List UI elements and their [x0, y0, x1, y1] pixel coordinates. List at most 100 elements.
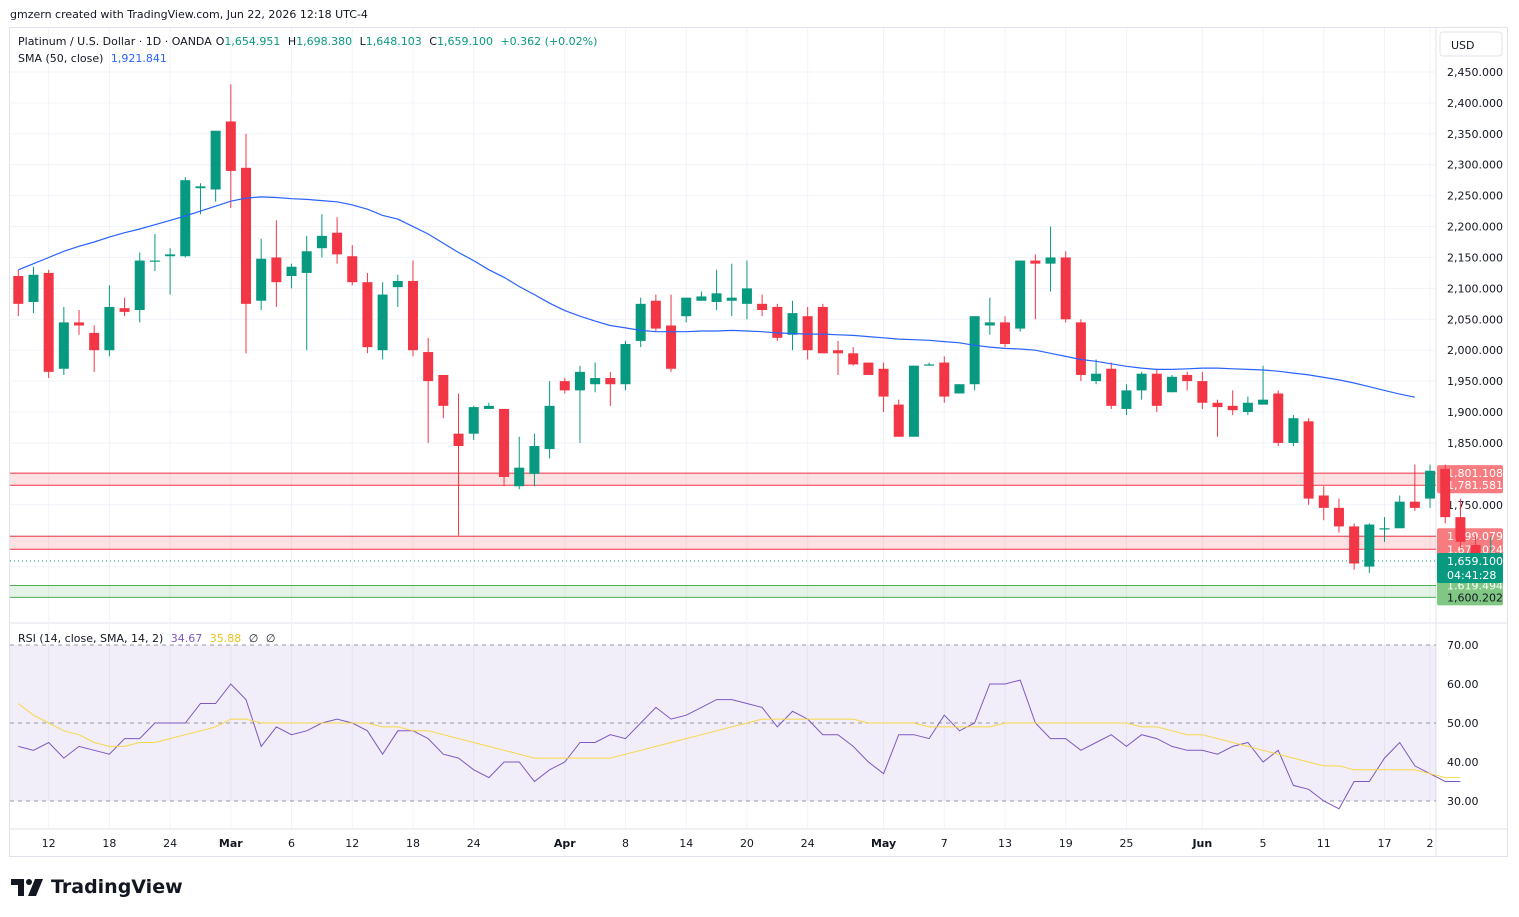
- candle-body: [1030, 260, 1041, 264]
- candle-body: [1060, 257, 1071, 320]
- candle-body: [544, 405, 555, 450]
- candle-body: [43, 272, 54, 372]
- candle: [924, 362, 935, 366]
- rsi-tick-label: 40.00: [1447, 756, 1479, 769]
- time-tick-label: 6: [288, 837, 295, 850]
- candle-body: [559, 381, 570, 391]
- candle: [817, 303, 828, 354]
- candle: [848, 347, 859, 366]
- candle-body: [1318, 495, 1329, 508]
- candle: [43, 269, 54, 379]
- candle: [514, 436, 525, 490]
- sma-line: [18, 196, 1416, 398]
- candle-body: [1258, 399, 1269, 405]
- candle-body: [271, 257, 282, 283]
- brand-name: TradingView: [51, 876, 183, 898]
- zone-support: [10, 585, 1436, 598]
- open-value: 1,654.951: [224, 35, 281, 48]
- candle: [939, 356, 950, 403]
- high-label: H: [287, 35, 297, 48]
- candle-body: [1379, 528, 1390, 530]
- candle-body: [195, 186, 206, 189]
- candle-body: [1409, 501, 1420, 508]
- candle-body: [423, 352, 434, 382]
- candle-body: [1364, 524, 1375, 567]
- price-grid: [10, 71, 1436, 598]
- sma-value: 1,921.841: [110, 52, 167, 65]
- candle: [893, 399, 904, 437]
- candle-body: [149, 260, 160, 262]
- candle-body: [878, 368, 889, 397]
- candle-body: [650, 300, 661, 329]
- candle-body: [453, 433, 464, 447]
- bar-countdown-label: 04:41:28: [1447, 569, 1496, 582]
- sma-legend[interactable]: SMA (50, close) 1,921.841: [18, 52, 171, 65]
- candle-body: [620, 344, 631, 385]
- candle: [1349, 523, 1360, 570]
- candle-body: [863, 362, 874, 375]
- candle-body: [848, 353, 859, 365]
- chart-frame: [9, 27, 1508, 857]
- candle: [1091, 359, 1102, 385]
- time-tick-label: 8: [622, 837, 629, 850]
- candle-body: [787, 313, 798, 335]
- candle: [757, 294, 768, 317]
- candle-body: [514, 467, 525, 487]
- candle-body: [574, 371, 585, 391]
- candle: [1333, 498, 1344, 533]
- candle: [1015, 260, 1026, 332]
- candle: [605, 371, 616, 406]
- price-tick-label: 2,200.000: [1447, 221, 1503, 234]
- tradingview-brand[interactable]: TradingView: [11, 876, 183, 898]
- candle: [1273, 390, 1284, 447]
- candle-body: [1333, 507, 1344, 527]
- candle: [696, 291, 707, 301]
- candle: [225, 84, 236, 209]
- candle: [392, 274, 403, 307]
- candle: [1318, 486, 1329, 521]
- candles: [13, 84, 1496, 573]
- candle-body: [1121, 390, 1132, 409]
- currency-box: [1439, 31, 1503, 57]
- candle: [1106, 362, 1117, 409]
- price-tick-label: 1,950.000: [1447, 375, 1503, 388]
- candle-body: [347, 256, 358, 283]
- candle: [362, 272, 373, 354]
- zone-resistance: [10, 473, 1436, 486]
- candle-body: [1197, 381, 1208, 403]
- candle-body: [1303, 421, 1314, 499]
- time-tick-label: 5: [1260, 837, 1267, 850]
- candle: [772, 303, 783, 341]
- candle-body: [984, 322, 995, 326]
- rsi-legend[interactable]: RSI (14, close, SMA, 14, 2) 34.67 35.88 …: [18, 632, 279, 645]
- time-tick-label: 24: [467, 837, 481, 850]
- candle: [620, 340, 631, 391]
- candle: [711, 269, 722, 311]
- candle-body: [104, 306, 115, 351]
- close-value: 1,659.100: [436, 35, 493, 48]
- price-legend: Platinum / U.S. Dollar · 1D · OANDA O1,65…: [18, 35, 601, 48]
- candle-body: [1182, 374, 1193, 382]
- candle: [1440, 464, 1451, 524]
- zone-top-price-label: 1,801.108: [1447, 467, 1503, 480]
- candle: [453, 393, 464, 536]
- candle-body: [1136, 373, 1147, 391]
- zone-bottom-price-tag: [1437, 589, 1503, 606]
- rsi-line: [18, 679, 1461, 810]
- candle: [347, 245, 358, 286]
- symbol-label[interactable]: Platinum / U.S. Dollar · 1D · OANDA: [18, 35, 212, 48]
- candle-body: [833, 350, 844, 354]
- candle-body: [908, 365, 919, 437]
- price-tick-label: 2,300.000: [1447, 159, 1503, 172]
- candle-body: [332, 232, 343, 255]
- candle: [180, 177, 191, 258]
- rsi-tick-label: 70.00: [1447, 639, 1479, 652]
- candle: [635, 297, 646, 348]
- candle: [1303, 418, 1314, 505]
- candle-body: [969, 316, 980, 385]
- candle: [423, 337, 434, 443]
- candle-body: [772, 306, 783, 338]
- candle-body: [1106, 368, 1117, 406]
- candle: [984, 297, 995, 335]
